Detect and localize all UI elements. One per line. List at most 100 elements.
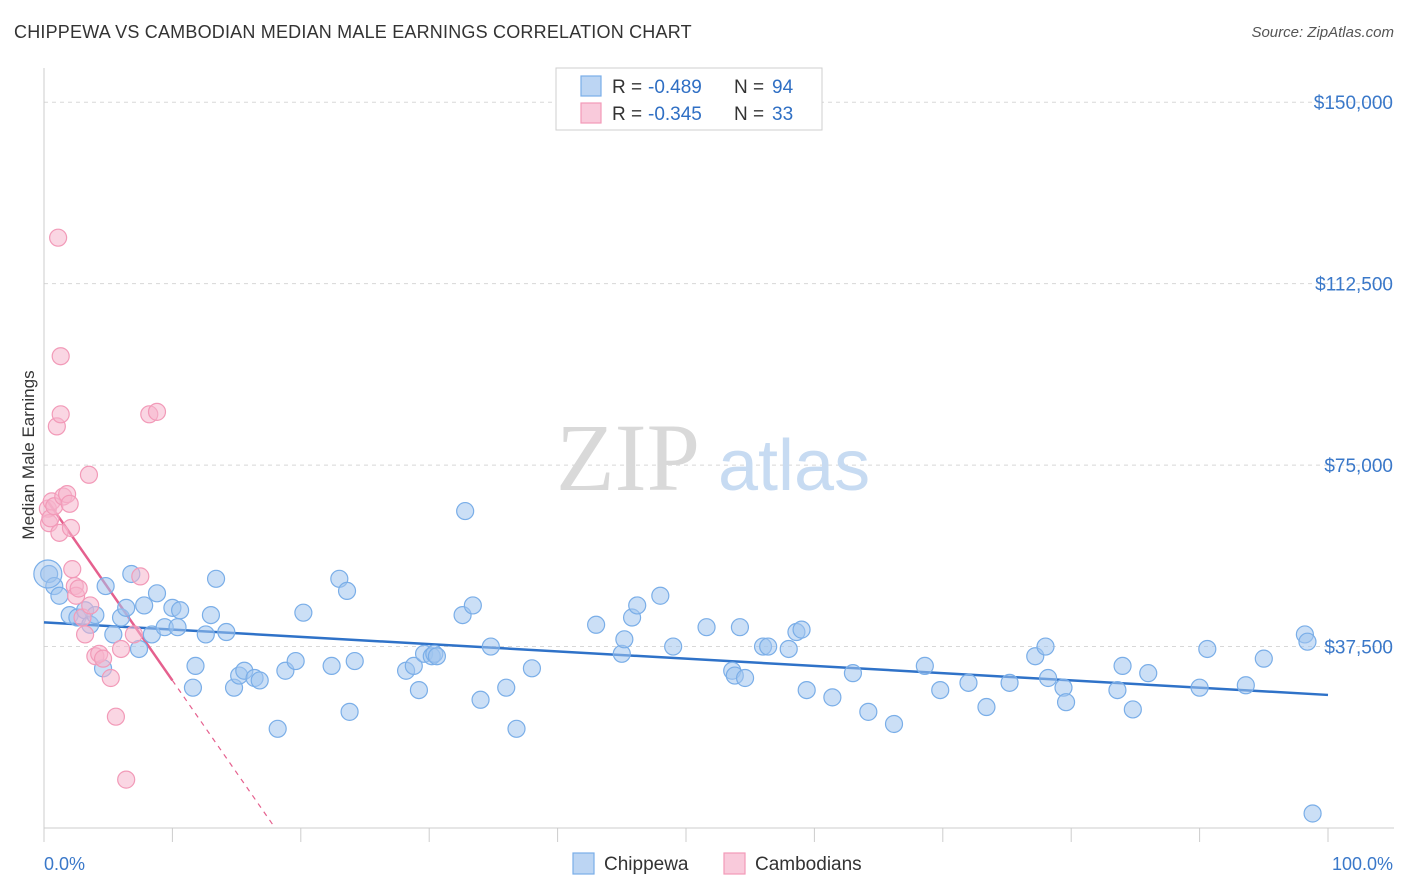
chippewa-point xyxy=(206,569,226,588)
chippewa-point xyxy=(735,668,755,688)
bottom-legend-label-chippewa: Chippewa xyxy=(604,854,689,875)
chippewa-point xyxy=(217,622,236,642)
chippewa-point xyxy=(1298,632,1317,651)
chippewa-point xyxy=(507,719,526,738)
chippewa-point xyxy=(497,678,516,697)
chippewa-point xyxy=(1236,676,1255,695)
chippewa-point xyxy=(959,673,978,692)
watermark: ZIP atlas xyxy=(556,404,870,511)
chippewa-point xyxy=(168,618,187,637)
legend-n-value-chippewa: 94 xyxy=(772,77,794,98)
trend-lines xyxy=(43,500,1329,829)
chippewa-point xyxy=(651,586,670,605)
source-label: Source: ZipAtlas.com xyxy=(1251,24,1394,41)
watermark-zip: ZIP xyxy=(556,404,700,511)
bottom-legend-swatch-cambodians xyxy=(723,852,746,875)
cambodians-point xyxy=(79,465,99,484)
y-axis-title: Median Male Earnings xyxy=(19,370,38,539)
y-tick-label: $150,000 xyxy=(1314,93,1393,114)
legend-swatch-chippewa xyxy=(580,75,602,97)
chippewa-point xyxy=(183,678,203,697)
chippewa-point xyxy=(404,656,423,676)
chippewa-point xyxy=(456,501,475,521)
chippewa-point xyxy=(697,618,716,637)
chippewa-point xyxy=(268,719,287,738)
chippewa-point xyxy=(759,637,778,656)
chippewa-point xyxy=(792,620,811,639)
chart-title: CHIPPEWA VS CAMBODIAN MEDIAN MALE EARNIN… xyxy=(14,22,692,42)
chippewa-point xyxy=(1113,656,1132,676)
chippewa-point xyxy=(931,680,950,700)
cambodians-point xyxy=(75,625,95,644)
chippewa-point xyxy=(337,581,357,601)
cambodians-point xyxy=(131,567,150,586)
chippewa-point xyxy=(147,584,167,603)
x-tick-label-min: 0.0% xyxy=(44,854,85,874)
cambodians-point xyxy=(69,579,88,598)
legend-r-label-chippewa: R = xyxy=(612,77,642,98)
axes xyxy=(43,68,1394,842)
cambodians-point xyxy=(93,649,113,668)
cambodians-point xyxy=(60,494,79,513)
chippewa-point xyxy=(135,596,154,615)
chippewa-point xyxy=(471,690,490,709)
chippewa-point xyxy=(664,637,683,656)
chippewa-point xyxy=(1303,804,1322,823)
chippewa-point xyxy=(1139,664,1158,683)
chippewa-point xyxy=(294,603,313,622)
chippewa-point xyxy=(522,659,542,678)
cambodians-point xyxy=(124,625,143,644)
chippewa-point xyxy=(196,625,215,644)
legend-r-value-cambodians: -0.345 xyxy=(648,104,702,125)
cambodians-point xyxy=(61,518,81,538)
bottom-legend: Chippewa Cambodians xyxy=(572,852,862,875)
chippewa-point xyxy=(322,656,341,676)
tick-labels: $37,500 $75,000 $112,500 $150,000 0.0% 100.0% xyxy=(44,93,1393,874)
cambodians-point xyxy=(63,560,82,579)
chippewa-point xyxy=(915,656,934,676)
cambodians-point xyxy=(147,402,167,421)
chippewa-point xyxy=(201,605,221,625)
chippewa-point xyxy=(1000,673,1019,692)
legend-n-label-chippewa: N = xyxy=(734,77,764,98)
legend-n-label-cambodians: N = xyxy=(734,104,764,125)
cambodians-point xyxy=(111,639,131,659)
chippewa-point xyxy=(587,615,606,634)
chippewa-point xyxy=(1038,668,1058,688)
watermark-atlas: atlas xyxy=(718,426,870,506)
cambodians-point xyxy=(51,347,70,366)
chippewa-point xyxy=(1036,637,1055,656)
chippewa-point xyxy=(1108,680,1127,700)
chippewa-point xyxy=(843,664,863,683)
chippewa-point xyxy=(823,688,842,707)
cambodians-point xyxy=(49,228,68,247)
data-points xyxy=(33,228,1322,823)
chippewa-point xyxy=(96,576,115,596)
cambodians-point xyxy=(51,405,70,424)
legend-n-value-cambodians: 33 xyxy=(772,104,793,125)
chippewa-point xyxy=(345,651,364,671)
chippewa-point xyxy=(250,671,269,690)
y-tick-label: $37,500 xyxy=(1324,638,1393,659)
chippewa-point xyxy=(427,647,447,666)
chippewa-point xyxy=(1254,649,1273,668)
legend: R = -0.489 N = 94 R = -0.345 N = 33 xyxy=(555,67,823,131)
chippewa-point xyxy=(797,680,816,700)
chippewa-point xyxy=(1190,678,1209,697)
chippewa-point xyxy=(615,630,634,649)
cambodians-point xyxy=(117,770,136,789)
bottom-legend-label-cambodians: Cambodians xyxy=(755,854,862,875)
chippewa-point xyxy=(628,596,647,615)
bottom-legend-swatch-chippewa xyxy=(572,852,595,875)
chippewa-point xyxy=(779,639,798,659)
chippewa-point xyxy=(50,586,69,605)
chippewa-point xyxy=(859,702,878,721)
chippewa-point xyxy=(1056,693,1076,712)
chippewa-point xyxy=(409,680,429,700)
chippewa-point xyxy=(286,651,305,671)
chippewa-point xyxy=(33,559,63,589)
legend-r-value-chippewa: -0.489 xyxy=(648,77,702,98)
chippewa-point xyxy=(463,596,482,615)
chippewa-point xyxy=(884,714,904,734)
